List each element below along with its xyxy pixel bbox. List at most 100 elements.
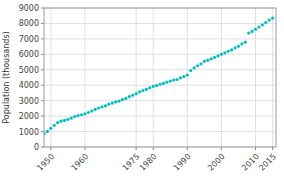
plot-background	[44, 8, 276, 147]
x-grid-line	[84, 8, 85, 147]
data-point	[46, 130, 49, 133]
data-point	[206, 59, 209, 62]
x-tick-label: 2015	[257, 152, 278, 173]
data-point	[56, 121, 59, 124]
y-tick-label: 9000	[19, 4, 39, 13]
data-point	[196, 64, 199, 67]
x-tick-label: 1960	[70, 152, 91, 173]
data-point	[148, 86, 151, 89]
data-point	[114, 100, 117, 103]
y-tick-label: 4000	[19, 81, 39, 90]
y-grid-line	[44, 131, 276, 132]
y-grid-line	[44, 38, 276, 39]
y-tick-label: 1000	[19, 128, 39, 137]
points	[44, 17, 274, 136]
data-point	[254, 28, 257, 31]
data-point	[223, 51, 226, 54]
data-point	[240, 42, 243, 45]
data-point	[271, 17, 274, 20]
data-point	[213, 56, 216, 59]
data-point	[175, 78, 178, 81]
data-point	[97, 106, 100, 109]
data-point	[107, 103, 110, 106]
data-point	[49, 127, 52, 130]
data-point	[80, 113, 83, 116]
x-tick-label: 1975	[121, 152, 142, 173]
data-point	[63, 119, 66, 122]
axes: 0 1000 2000 3000 4000 5000 6000 7000 8000 9000 195…	[19, 4, 278, 173]
data-point	[70, 116, 73, 119]
x-tick-label: 2000	[206, 152, 227, 173]
y-tick-label: 3000	[19, 97, 39, 106]
data-point	[59, 120, 62, 123]
plot-frame	[44, 8, 276, 147]
data-point	[216, 54, 219, 57]
data-point	[111, 102, 114, 105]
data-point	[117, 99, 120, 102]
x-grid-line	[221, 8, 222, 147]
data-point	[124, 97, 127, 100]
y-grid-line	[44, 100, 276, 101]
data-point	[162, 82, 165, 85]
data-point	[100, 105, 103, 108]
data-point	[227, 50, 230, 53]
x-tick-label: 2010	[240, 152, 261, 173]
data-point	[268, 19, 271, 22]
data-point	[182, 75, 185, 78]
data-point	[165, 81, 168, 84]
data-point	[77, 114, 80, 117]
data-point	[53, 124, 56, 127]
y-tick-label: 8000	[19, 19, 39, 28]
data-point	[247, 32, 250, 35]
data-point	[237, 45, 240, 48]
data-point	[203, 60, 206, 63]
data-point	[210, 57, 213, 60]
data-point	[94, 108, 97, 111]
data-point	[152, 85, 155, 88]
y-grid-line	[44, 69, 276, 70]
data-point	[135, 92, 138, 95]
y-tick-label: 2000	[19, 112, 39, 121]
data-point	[169, 79, 172, 82]
y-grid-line	[44, 23, 276, 24]
data-point	[90, 109, 93, 112]
x-tick-label: 1950	[35, 152, 56, 173]
chart-svg: 0 1000 2000 3000 4000 5000 6000 7000 8000 9000 195…	[0, 0, 284, 177]
x-tick-label: 1990	[172, 152, 193, 173]
y-axis-label: Population (thousands)	[2, 31, 11, 123]
data-point	[230, 48, 233, 51]
grid	[44, 8, 276, 147]
data-point	[193, 66, 196, 69]
data-point	[121, 98, 124, 101]
data-point	[44, 132, 46, 135]
data-point	[244, 41, 247, 44]
data-point	[128, 95, 131, 98]
data-point	[257, 25, 260, 28]
chart-container: 0 1000 2000 3000 4000 5000 6000 7000 8000 9000 195…	[0, 0, 284, 177]
data-point	[138, 90, 141, 93]
data-point	[158, 83, 161, 86]
data-point	[251, 30, 254, 33]
x-grid-line	[50, 8, 51, 147]
data-point	[145, 88, 148, 91]
y-tick-label: 7000	[19, 35, 39, 44]
data-point	[199, 62, 202, 65]
data-point	[189, 69, 192, 72]
data-point	[83, 112, 86, 115]
data-point	[73, 115, 76, 118]
data-point	[66, 118, 69, 121]
y-tick-label: 0	[34, 143, 39, 152]
data-point	[155, 84, 158, 87]
y-tick-label: 6000	[19, 50, 39, 59]
data-point	[264, 21, 267, 24]
y-grid-line	[44, 54, 276, 55]
x-grid-line	[153, 8, 154, 147]
data-point	[220, 53, 223, 56]
x-grid-line	[136, 8, 137, 147]
y-tick-label: 5000	[19, 66, 39, 75]
data-point	[104, 104, 107, 107]
data-point	[186, 73, 189, 76]
data-point	[172, 79, 175, 82]
data-point	[87, 111, 90, 114]
x-tick-label: 1980	[138, 152, 159, 173]
